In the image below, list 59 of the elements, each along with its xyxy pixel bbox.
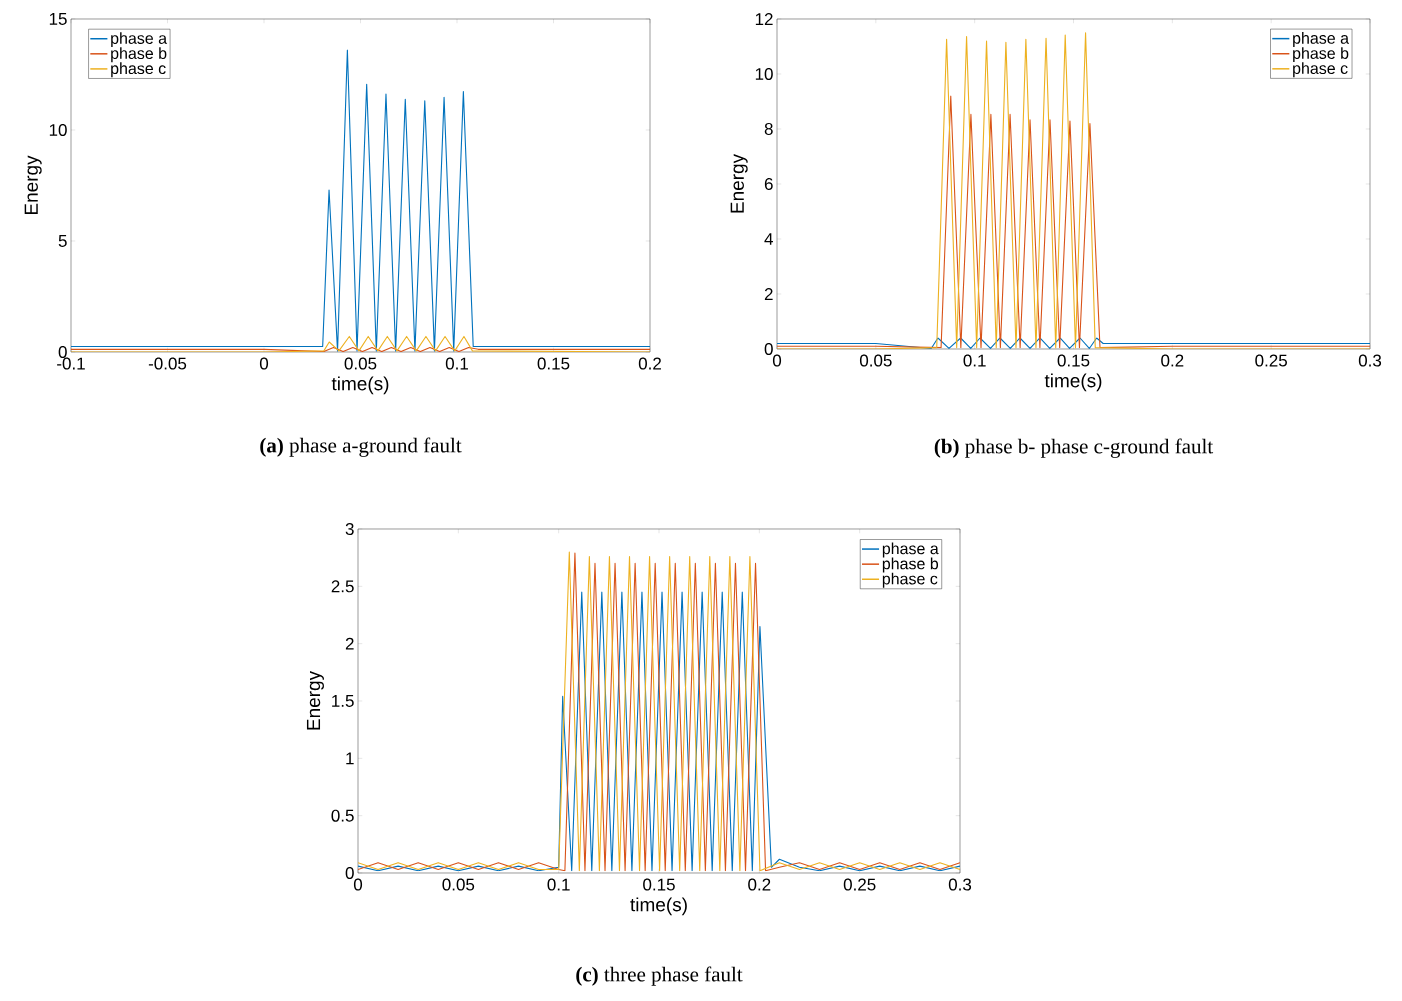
x-tick-label: 0.2 <box>748 878 771 891</box>
x-axis-title: time(s) <box>331 376 389 395</box>
x-tick-label: 0.25 <box>1255 354 1287 367</box>
y-tick-label: 15 <box>49 13 67 25</box>
legend-label: phase c <box>882 572 938 588</box>
line-series <box>777 95 1371 349</box>
y-tick-label: 0 <box>345 866 354 880</box>
y-tick-label: 0 <box>764 342 773 356</box>
legend-label: phase b <box>882 557 939 573</box>
legend-label: phase a <box>111 32 168 48</box>
legend-label: phase a <box>1293 32 1349 48</box>
legend-label: phase c <box>1293 62 1348 78</box>
x-tick-label: 0.05 <box>442 878 475 891</box>
x-tick-label: 0.1 <box>445 357 468 370</box>
x-tick-label: 0.05 <box>344 357 377 370</box>
x-tick-label: 0.1 <box>547 878 570 891</box>
x-tick-label: 0.3 <box>1358 354 1382 367</box>
y-tick-label: 0.5 <box>331 809 354 822</box>
x-tick-label: 0 <box>259 357 269 370</box>
x-tick-label: 0.25 <box>843 878 876 891</box>
y-tick-label: 2 <box>345 637 354 650</box>
x-tick-label: -0.05 <box>148 357 187 370</box>
y-tick-label: 12 <box>755 13 773 25</box>
y-tick-label: 10 <box>49 123 67 137</box>
text: (a) phase a-ground fault <box>260 437 462 457</box>
x-tick-label: -0.1 <box>57 357 85 370</box>
x-tick-label: 0.3 <box>948 878 972 891</box>
y-tick-label: 5 <box>58 235 67 247</box>
x-tick-label: 0.15 <box>1057 354 1090 367</box>
x-tick-label: 0.15 <box>643 878 675 891</box>
y-tick-label: 4 <box>764 233 773 245</box>
legend-label: phase b <box>1293 47 1349 63</box>
text: (b) phase b- phase c-ground fault <box>934 438 1214 458</box>
y-tick-label: 3 <box>345 522 354 536</box>
line-series <box>777 32 1371 349</box>
y-axis-title: Energy <box>24 155 42 215</box>
x-tick-label: 0.2 <box>1161 354 1184 367</box>
x-tick-label: 0.05 <box>859 354 892 367</box>
x-axis-title: time(s) <box>630 897 687 916</box>
y-axis-title: Energy <box>306 670 324 730</box>
legend-label: phase a <box>882 542 939 558</box>
x-tick-label: 0 <box>772 354 782 367</box>
x-tick-label: 0.1 <box>963 354 986 367</box>
y-tick-label: 2 <box>764 288 773 300</box>
x-axis-title: time(s) <box>1044 373 1102 392</box>
legend-label: phase c <box>111 62 166 78</box>
legend-label: phase b <box>111 47 167 63</box>
y-tick-label: 2.5 <box>331 580 354 593</box>
y-tick-label: 1.5 <box>332 695 354 707</box>
y-tick-label: 8 <box>764 122 773 136</box>
y-axis-title: Energy <box>730 153 748 213</box>
x-tick-label: 0 <box>353 878 363 891</box>
line-series <box>71 335 651 352</box>
x-tick-label: 0.2 <box>638 357 661 370</box>
y-tick-label: 1 <box>346 752 354 765</box>
y-tick-label: 6 <box>764 177 773 191</box>
text: (c) three phase fault <box>576 966 743 986</box>
x-tick-label: 0.15 <box>537 357 570 370</box>
y-tick-label: 10 <box>755 67 773 81</box>
